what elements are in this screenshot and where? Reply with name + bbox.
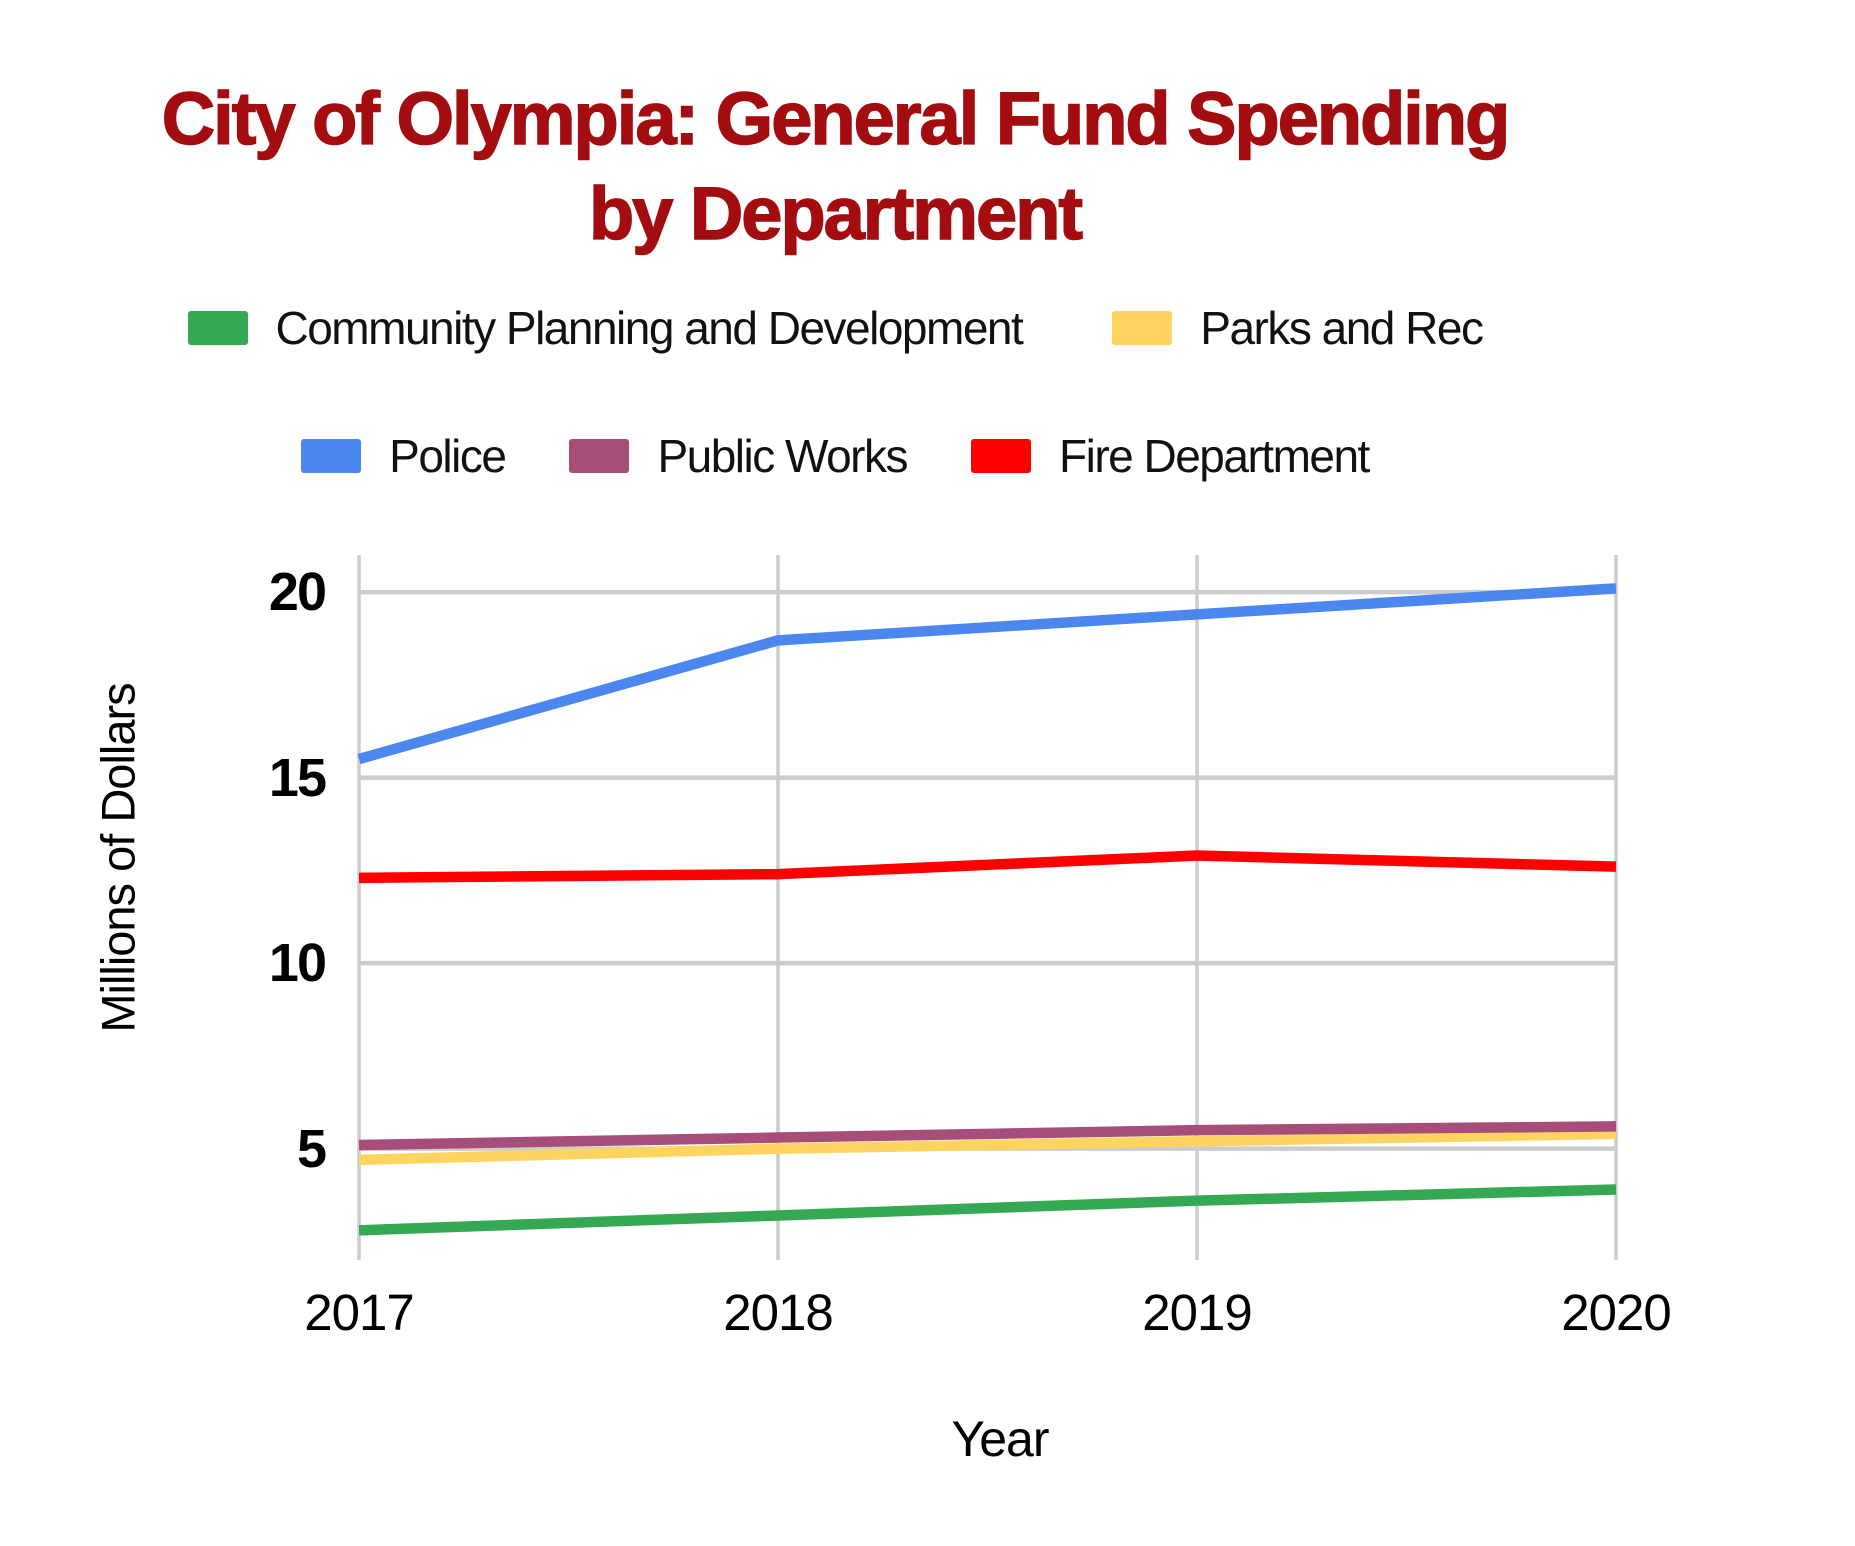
series-line-parks-and-rec xyxy=(358,1128,1617,1166)
legend-item-community-planning-and-development: Community Planning and Development xyxy=(187,301,1024,355)
x-axis-title: Year xyxy=(951,1411,1049,1467)
legend-item-police: Police xyxy=(301,429,507,483)
series-line-public-works xyxy=(358,1121,1617,1151)
legend-swatch-fire-department xyxy=(971,439,1031,473)
legend-label: Fire Department xyxy=(1059,430,1370,482)
legend-row-2: Police Public Works Fire Department xyxy=(0,428,1670,484)
legend-label: Public Works xyxy=(657,430,908,482)
x-tick-label-2020: 2020 xyxy=(1561,1284,1671,1341)
series-line-police xyxy=(357,583,1617,765)
series-line-fire-department xyxy=(358,850,1617,884)
legend-row-1: Community Planning and Development Parks … xyxy=(0,300,1670,356)
y-tick-label-5: 5 xyxy=(296,1118,327,1179)
legend-label: Parks and Rec xyxy=(1200,302,1484,354)
legend-item-public-works: Public Works xyxy=(569,429,908,483)
y-tick-label-10: 10 xyxy=(268,933,327,994)
chart-legend: Community Planning and Development Parks … xyxy=(0,300,1670,484)
legend-swatch-parks-and-rec xyxy=(1112,311,1173,345)
series-line-community-planning-and-development xyxy=(358,1184,1617,1236)
chart-title: City of Olympia: General Fund Spending b… xyxy=(161,76,1511,255)
legend-item-parks-and-rec: Parks and Rec xyxy=(1112,301,1484,355)
legend-item-fire-department: Fire Department xyxy=(971,429,1370,483)
legend-swatch-police xyxy=(301,439,362,473)
legend-swatch-public-works xyxy=(569,439,630,473)
y-tick-label-20: 20 xyxy=(268,562,327,623)
legend-label: Police xyxy=(389,430,507,482)
x-tick-label-2018: 2018 xyxy=(723,1284,833,1341)
legend-swatch-community-planning-and-development xyxy=(187,311,248,345)
x-tick-label-2017: 2017 xyxy=(304,1284,414,1341)
legend-label: Community Planning and Development xyxy=(275,302,1024,354)
x-tick-label-2019: 2019 xyxy=(1142,1284,1252,1341)
y-axis-title: Millions of Dollars xyxy=(91,683,145,1033)
y-tick-label-15: 15 xyxy=(268,747,327,808)
